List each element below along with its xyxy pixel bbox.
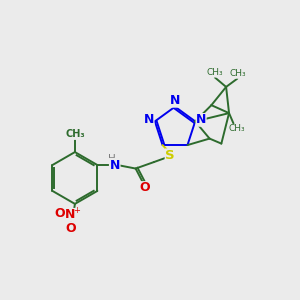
Text: N: N <box>144 113 154 126</box>
Text: CH₃: CH₃ <box>206 68 223 77</box>
Text: CH₃: CH₃ <box>229 70 246 79</box>
Text: N: N <box>196 113 206 126</box>
Text: S: S <box>165 149 175 162</box>
Text: O: O <box>54 207 64 220</box>
Text: CH₃: CH₃ <box>229 124 245 133</box>
Text: +: + <box>74 206 80 215</box>
Text: CH₃: CH₃ <box>65 129 85 140</box>
Text: H: H <box>108 154 116 164</box>
Text: O: O <box>65 221 76 235</box>
Text: N: N <box>170 94 180 107</box>
Text: N: N <box>110 158 120 172</box>
Text: N: N <box>65 208 76 221</box>
Text: O: O <box>139 182 150 194</box>
